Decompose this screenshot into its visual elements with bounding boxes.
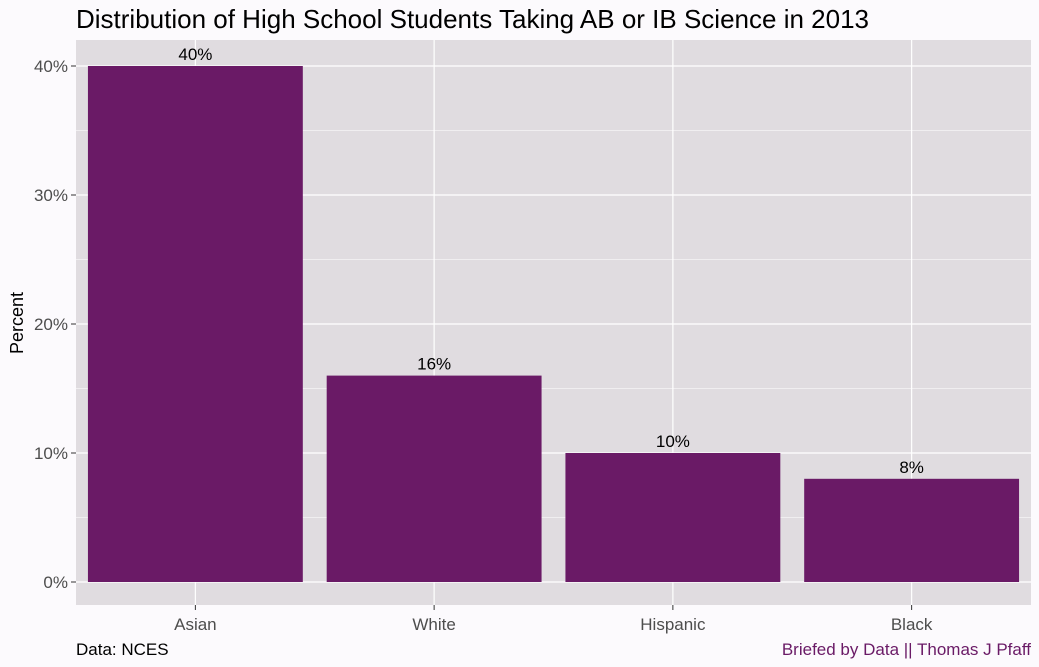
credit-caption: Briefed by Data || Thomas J Pfaff xyxy=(782,640,1031,659)
bar-hispanic xyxy=(565,453,781,582)
y-tick-label: 20% xyxy=(34,315,68,334)
x-tick-label: Hispanic xyxy=(640,615,706,634)
bar-asian xyxy=(87,66,303,582)
bars-group xyxy=(87,66,1020,582)
y-axis: 0% 10% 20% 30% 40% xyxy=(34,57,76,592)
source-caption: Data: NCES xyxy=(76,640,169,659)
data-labels-group: 40% 16% 10% 8% xyxy=(178,45,924,477)
bar-black xyxy=(804,478,1020,582)
y-tick-label: 10% xyxy=(34,444,68,463)
x-tick-label: Black xyxy=(891,615,933,634)
x-axis: Asian White Hispanic Black xyxy=(174,605,933,634)
y-tick-label: 30% xyxy=(34,186,68,205)
x-tick-label: Asian xyxy=(174,615,217,634)
data-label-hispanic: 10% xyxy=(656,432,690,451)
chart-title: Distribution of High School Students Tak… xyxy=(76,4,869,34)
data-label-black: 8% xyxy=(899,458,924,477)
y-tick-label: 0% xyxy=(43,573,68,592)
data-label-white: 16% xyxy=(417,355,451,374)
x-tick-label: White xyxy=(412,615,455,634)
y-tick-label: 40% xyxy=(34,57,68,76)
bar-white xyxy=(326,375,542,582)
data-label-asian: 40% xyxy=(178,45,212,64)
y-axis-label: Percent xyxy=(7,292,27,354)
